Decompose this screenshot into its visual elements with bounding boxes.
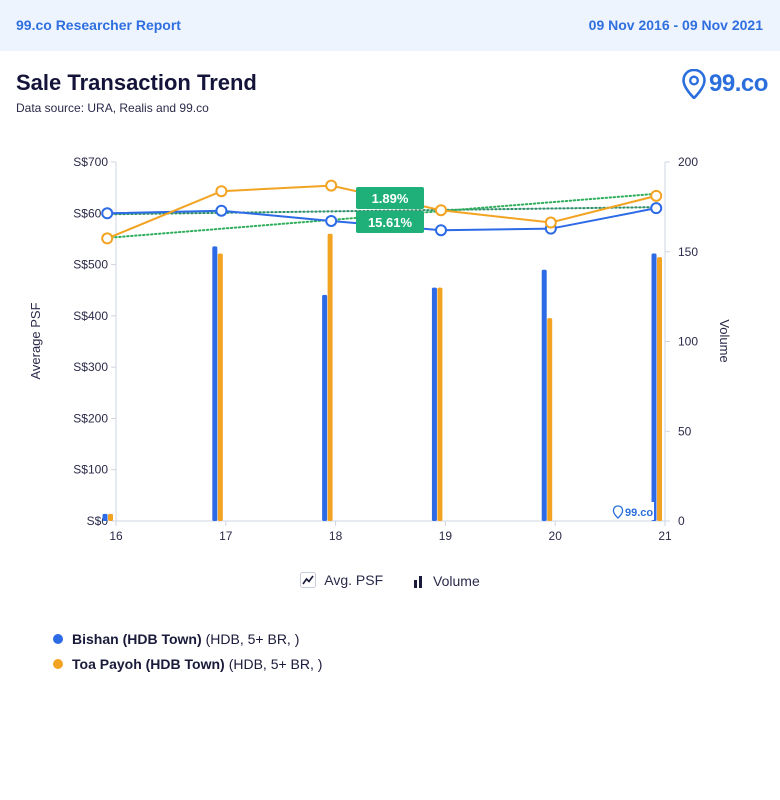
badge-bg-2 bbox=[356, 211, 424, 233]
x-tick-label: 17 bbox=[219, 529, 233, 543]
psf-point-toa-payoh[interactable] bbox=[544, 216, 557, 229]
legend-avg-psf-label: Avg. PSF bbox=[324, 572, 384, 588]
volume-bar-toa-payoh[interactable] bbox=[327, 233, 333, 522]
date-range: 09 Nov 2016 - 09 Nov 2021 bbox=[588, 17, 763, 33]
legend-volume[interactable]: Volume bbox=[411, 573, 480, 589]
series-legend-item-toa-payoh[interactable]: Toa Payoh (HDB Town) (HDB, 5+ BR, ) bbox=[53, 651, 322, 676]
watermark-pin-icon bbox=[612, 505, 624, 519]
y-left-tick-label: S$500 bbox=[73, 258, 108, 272]
line-chart-icon bbox=[300, 572, 317, 588]
psf-point-toa-payoh[interactable] bbox=[101, 232, 114, 245]
x-tick-label: 18 bbox=[329, 529, 343, 543]
bishan-color-dot bbox=[53, 633, 63, 644]
x-tick-label: 16 bbox=[109, 529, 123, 543]
y-right-tick-label: 100 bbox=[678, 335, 698, 349]
psf-point-bishan[interactable] bbox=[215, 204, 228, 217]
data-source: Data source: URA, Realis and 99.co bbox=[16, 101, 209, 115]
y-right-tick-label: 50 bbox=[678, 424, 692, 438]
chart-legend: Avg. PSF Volume bbox=[0, 572, 780, 591]
y-axis-left-title: Average PSF bbox=[28, 302, 43, 379]
psf-point-bishan[interactable] bbox=[435, 224, 448, 237]
chart-watermark: 99.co bbox=[608, 502, 654, 520]
volume-bar-toa-payoh[interactable] bbox=[437, 287, 443, 521]
psf-point-bishan[interactable] bbox=[101, 207, 114, 220]
page-title: Sale Transaction Trend bbox=[16, 70, 257, 95]
location-pin-icon bbox=[682, 69, 706, 99]
psf-point-bishan[interactable] bbox=[325, 214, 338, 227]
x-tick-label: 21 bbox=[658, 529, 672, 543]
volume-bar-toa-payoh[interactable] bbox=[547, 318, 553, 521]
logo-text: 99.co bbox=[709, 70, 768, 97]
y-left-tick-label: S$100 bbox=[73, 463, 108, 477]
psf-point-bishan[interactable] bbox=[650, 202, 663, 215]
volume-bar-bishan[interactable] bbox=[322, 294, 328, 521]
badge-text-1: 1.89% bbox=[372, 191, 409, 206]
x-tick-label: 19 bbox=[439, 529, 453, 543]
y-right-tick-label: 200 bbox=[678, 155, 698, 169]
series-detail: (HDB, 5+ BR, ) bbox=[205, 630, 300, 647]
report-brand: 99.co Researcher Report bbox=[16, 17, 181, 33]
bar-chart-icon bbox=[414, 576, 423, 588]
volume-bar-toa-payoh[interactable] bbox=[108, 513, 114, 521]
legend-avg-psf[interactable]: Avg. PSF bbox=[300, 572, 383, 588]
psf-point-toa-payoh[interactable] bbox=[215, 185, 228, 198]
volume-bar-toa-payoh[interactable] bbox=[217, 253, 223, 522]
volume-bar-bishan[interactable] bbox=[651, 253, 657, 522]
psf-point-toa-payoh[interactable] bbox=[650, 189, 663, 202]
psf-point-toa-payoh[interactable] bbox=[325, 179, 338, 192]
series-legend: Bishan (HDB Town) (HDB, 5+ BR, ) Toa Pay… bbox=[53, 626, 322, 676]
series-detail: (HDB, 5+ BR, ) bbox=[228, 655, 323, 672]
volume-bar-toa-payoh[interactable] bbox=[657, 257, 663, 521]
x-tick-label: 20 bbox=[549, 529, 563, 543]
volume-bar-bishan[interactable] bbox=[212, 246, 218, 521]
y-left-tick-label: S$600 bbox=[73, 206, 108, 220]
y-right-tick-label: 150 bbox=[678, 245, 698, 259]
series-legend-item-bishan[interactable]: Bishan (HDB Town) (HDB, 5+ BR, ) bbox=[53, 626, 322, 651]
y-left-tick-label: S$200 bbox=[73, 411, 108, 425]
badge-text-2: 15.61% bbox=[368, 215, 413, 230]
badge-bg-1 bbox=[356, 187, 424, 209]
toa-payoh-color-dot bbox=[53, 658, 63, 669]
top-bar: 99.co Researcher Report 09 Nov 2016 - 09… bbox=[0, 0, 780, 51]
series-name: Bishan (HDB Town) bbox=[72, 630, 202, 647]
y-left-tick-label: S$300 bbox=[73, 360, 108, 374]
y-left-tick-label: S$400 bbox=[73, 309, 108, 323]
y-right-tick-label: 0 bbox=[678, 514, 685, 528]
volume-bar-bishan[interactable] bbox=[541, 269, 547, 521]
watermark-text: 99.co bbox=[625, 507, 653, 519]
badge-group: 1.89% 15.61% bbox=[356, 187, 424, 233]
brand-logo: 99.co bbox=[682, 68, 768, 100]
legend-volume-label: Volume bbox=[433, 573, 480, 589]
volume-bar-bishan[interactable] bbox=[102, 513, 108, 521]
psf-point-toa-payoh[interactable] bbox=[435, 204, 448, 217]
volume-bar-bishan[interactable] bbox=[431, 287, 437, 521]
series-name: Toa Payoh (HDB Town) bbox=[72, 655, 225, 672]
y-left-tick-label: S$700 bbox=[73, 155, 108, 169]
y-axis-right-title: Volume bbox=[717, 319, 732, 362]
trend-line-bishan bbox=[106, 206, 658, 216]
